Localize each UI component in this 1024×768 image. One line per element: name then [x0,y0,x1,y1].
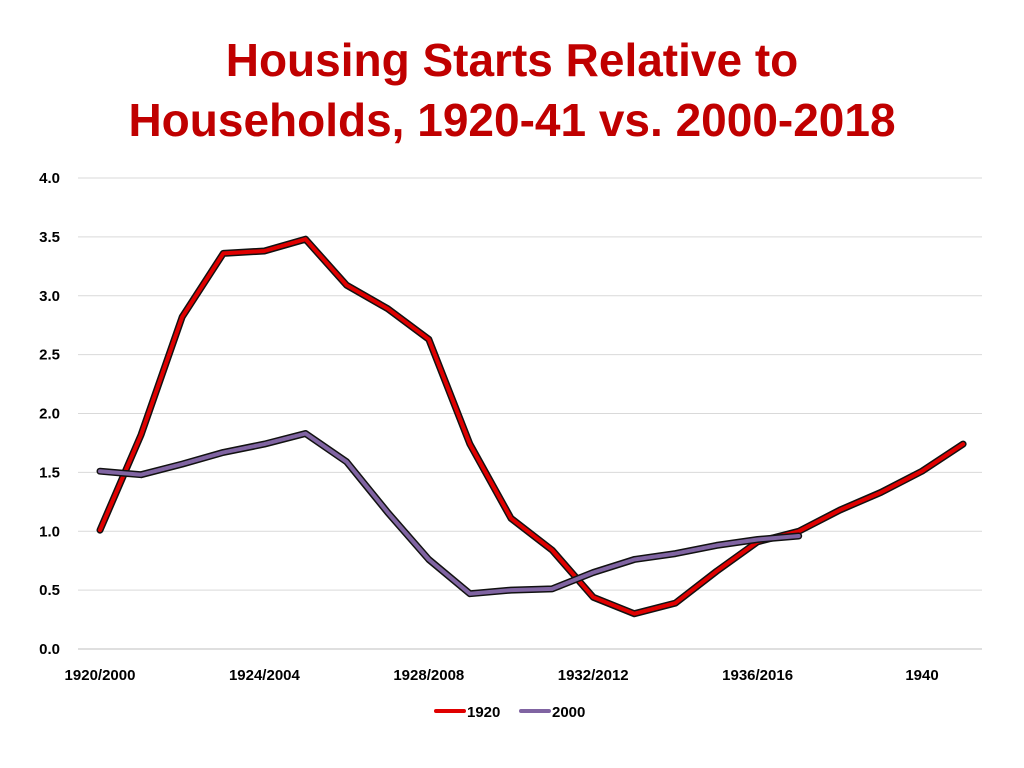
y-tick-label: 4.0 [39,170,60,187]
gridlines [78,177,982,650]
x-axis-ticks: 1920/2000 1924/2004 1928/2008 1932/2012 1936… [65,667,939,684]
y-tick-label: 2.0 [39,406,60,423]
x-tick-label: 1928/2008 [393,667,464,684]
y-tick-label: 3.5 [39,229,60,246]
y-tick-label: 1.5 [39,464,60,481]
legend-label-2000: 2000 [552,704,585,721]
chart-title: Housing Starts Relative to Households, 1… [0,30,1024,150]
y-tick-label: 1.0 [39,523,60,540]
x-tick-label: 1932/2012 [558,667,629,684]
chart-title-line-2: Households, 1920-41 vs. 2000-2018 [128,94,896,146]
x-tick-label: 1924/2004 [229,667,301,684]
x-tick-label: 1920/2000 [65,667,136,684]
legend: 1920 2000 [434,704,585,721]
y-tick-label: 0.5 [39,582,60,599]
x-tick-label: 1940 [905,667,938,684]
y-tick-label: 3.0 [39,288,60,305]
series-lines [96,235,967,618]
series-line-2000 [98,431,801,596]
y-axis-ticks: 0.0 0.5 1.0 1.5 2.0 2.5 3.0 3.5 4.0 [39,170,60,658]
chart-title-line-1: Housing Starts Relative to [225,34,799,86]
series-line-1920 [98,237,966,616]
y-tick-label: 0.0 [39,641,60,658]
x-tick-label: 1936/2016 [722,667,793,684]
y-tick-label: 2.5 [39,347,60,364]
legend-label-1920: 1920 [467,704,500,721]
